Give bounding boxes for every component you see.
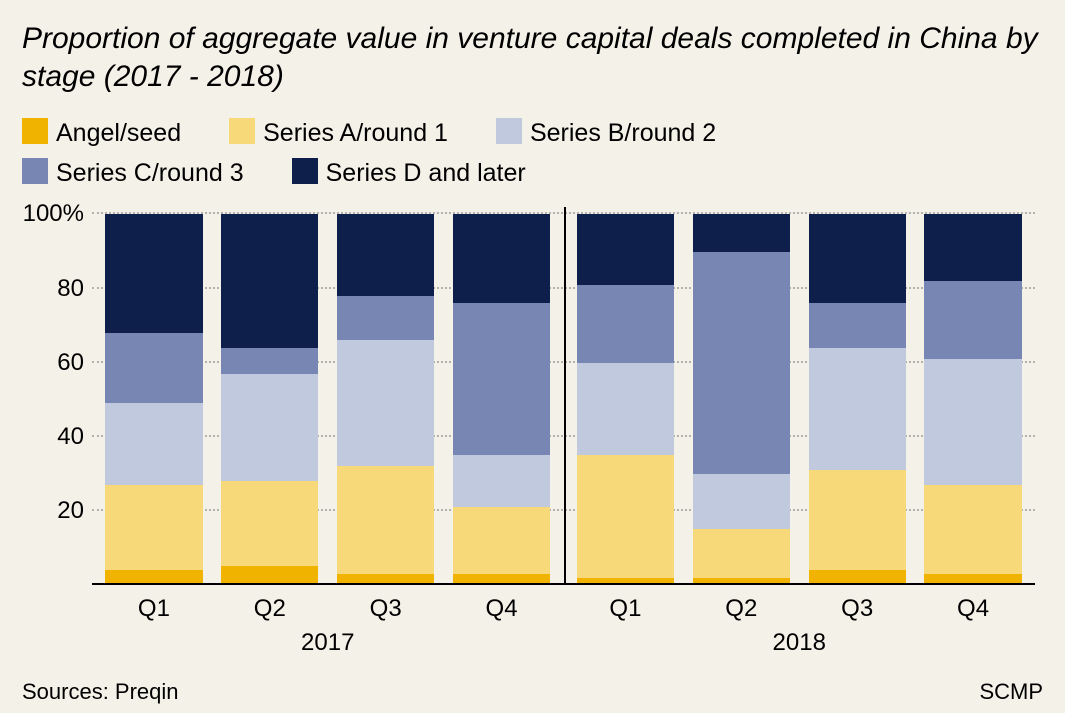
chart-title: Proportion of aggregate value in venture… bbox=[22, 20, 1043, 95]
bar-segment bbox=[693, 474, 790, 530]
x-tick-quarter: Q3 bbox=[799, 595, 915, 623]
bar-segment bbox=[221, 214, 318, 347]
bar-segment bbox=[924, 359, 1021, 485]
bar-segment bbox=[221, 348, 318, 374]
legend-label: Series A/round 1 bbox=[263, 119, 448, 147]
x-tick-quarter: Q2 bbox=[683, 595, 799, 623]
bar-segment bbox=[577, 455, 674, 577]
bar-segment bbox=[221, 374, 318, 481]
bar-segment bbox=[924, 281, 1021, 359]
bar-segment bbox=[337, 214, 434, 296]
chart-plot-area: 20406080100% bbox=[92, 207, 1035, 585]
legend-swatch bbox=[22, 118, 48, 144]
bar-segment bbox=[693, 252, 790, 474]
bar-segment bbox=[453, 507, 550, 574]
legend-swatch bbox=[496, 118, 522, 144]
stacked-bar bbox=[809, 214, 906, 585]
x-axis-quarters: Q1Q2Q3Q4Q1Q2Q3Q4 bbox=[92, 595, 1035, 623]
x-tick-quarter: Q3 bbox=[328, 595, 444, 623]
x-tick-quarter: Q4 bbox=[444, 595, 560, 623]
bar-segment bbox=[577, 285, 674, 363]
credit-label: SCMP bbox=[979, 679, 1043, 705]
bar-segment bbox=[337, 296, 434, 340]
bar-segment bbox=[105, 333, 202, 403]
bar-segment bbox=[577, 214, 674, 284]
stacked-bar bbox=[577, 214, 674, 585]
x-tick-quarter: Q1 bbox=[96, 595, 212, 623]
stacked-bar bbox=[105, 214, 202, 585]
bar-segment bbox=[105, 403, 202, 485]
legend-item: Series A/round 1 bbox=[229, 113, 448, 153]
y-tick-label: 80 bbox=[22, 275, 84, 303]
bar-segment bbox=[809, 470, 906, 570]
legend-item: Angel/seed bbox=[22, 113, 181, 153]
y-tick-label: 100% bbox=[22, 200, 84, 228]
bar-segment bbox=[809, 303, 906, 347]
x-axis-years: 20172018 bbox=[92, 629, 1035, 657]
y-tick-label: 60 bbox=[22, 349, 84, 377]
bar-segment bbox=[693, 529, 790, 577]
legend-label: Series D and later bbox=[326, 159, 526, 187]
y-tick-label: 40 bbox=[22, 423, 84, 451]
bar-segment bbox=[221, 481, 318, 566]
bar-segment bbox=[924, 485, 1021, 574]
legend-swatch bbox=[229, 118, 255, 144]
y-tick-label: 20 bbox=[22, 497, 84, 525]
bar-segment bbox=[453, 455, 550, 507]
bar-segment bbox=[105, 485, 202, 570]
bar-segment bbox=[453, 303, 550, 455]
bar-segment bbox=[453, 214, 550, 303]
bar-segment bbox=[105, 214, 202, 333]
legend-item: Series C/round 3 bbox=[22, 153, 244, 193]
legend: Angel/seed Series A/round 1 Series B/round… bbox=[22, 113, 1043, 193]
bar-segment bbox=[337, 340, 434, 466]
x-tick-quarter: Q1 bbox=[568, 595, 684, 623]
group-separator bbox=[564, 207, 566, 585]
stacked-bar bbox=[924, 214, 1021, 585]
legend-label: Angel/seed bbox=[56, 119, 181, 147]
legend-item: Series D and later bbox=[292, 153, 526, 193]
legend-label: Series C/round 3 bbox=[56, 159, 244, 187]
source-label: Sources: Preqin bbox=[22, 679, 179, 705]
stacked-bar bbox=[453, 214, 550, 585]
stacked-bar bbox=[221, 214, 318, 585]
stacked-bar bbox=[337, 214, 434, 585]
bar-segment bbox=[809, 214, 906, 303]
x-tick-year: 2018 bbox=[564, 629, 1036, 657]
x-tick-quarter: Q2 bbox=[212, 595, 328, 623]
bar-segment bbox=[693, 214, 790, 251]
bar-segment bbox=[577, 363, 674, 456]
legend-item: Series B/round 2 bbox=[496, 113, 716, 153]
x-tick-year: 2017 bbox=[92, 629, 564, 657]
stacked-bar bbox=[693, 214, 790, 585]
bar-segment bbox=[337, 466, 434, 573]
bar-segment bbox=[924, 214, 1021, 281]
x-tick-quarter: Q4 bbox=[915, 595, 1031, 623]
legend-swatch bbox=[22, 158, 48, 184]
legend-label: Series B/round 2 bbox=[530, 119, 716, 147]
legend-swatch bbox=[292, 158, 318, 184]
bar-segment bbox=[809, 348, 906, 470]
